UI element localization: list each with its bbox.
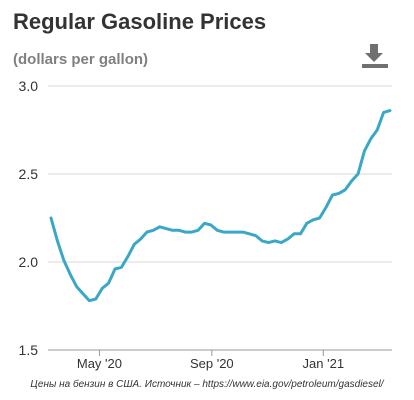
x-tick-label: May '20 xyxy=(77,356,122,371)
chart-subtitle: (dollars per gallon) xyxy=(13,51,149,68)
x-tick-label: Jan '21 xyxy=(303,356,345,371)
y-tick-label: 1.5 xyxy=(19,342,39,358)
price-line xyxy=(49,109,392,303)
download-icon[interactable] xyxy=(360,42,390,70)
chart-title: Regular Gasoline Prices xyxy=(13,9,267,34)
y-tick-label: 2.0 xyxy=(19,254,39,270)
y-tick-label: 3.0 xyxy=(19,78,39,94)
source-caption: Цены на бензин в США. Источник – https:/… xyxy=(30,379,384,390)
y-tick-label: 2.5 xyxy=(19,166,39,182)
x-tick-label: Sep '20 xyxy=(190,356,234,371)
download-icon-graphic xyxy=(362,44,388,68)
